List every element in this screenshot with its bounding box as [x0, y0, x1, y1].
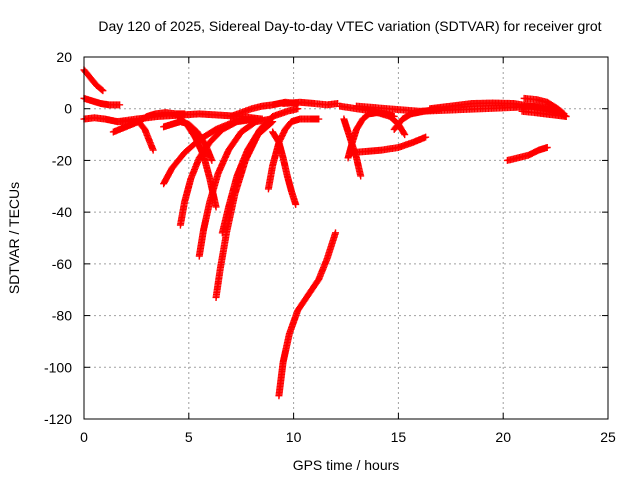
x-tick-label: 0	[80, 429, 88, 445]
x-tick-label: 20	[495, 429, 511, 445]
series-arc10	[195, 115, 275, 260]
x-axis-label: GPS time / hours	[293, 457, 400, 473]
y-tick-label: -120	[44, 411, 72, 427]
point-markers	[176, 115, 260, 229]
y-axis-label: SDTVAR / TECUs	[6, 182, 22, 294]
series-arc27	[503, 144, 551, 164]
series-arc9	[176, 115, 260, 229]
x-tick-label: 10	[286, 429, 302, 445]
plot-frame	[83, 56, 609, 420]
series-arc12	[218, 105, 302, 237]
point-markers	[346, 133, 430, 157]
y-tick-label: 20	[56, 49, 72, 65]
y-tick-label: 0	[64, 101, 72, 117]
point-markers	[279, 98, 342, 109]
point-markers	[503, 144, 551, 164]
series-arc26	[518, 107, 570, 120]
series-arc20	[346, 133, 430, 157]
series-arc15	[269, 128, 300, 208]
series-arc25	[520, 94, 568, 118]
series-arc2	[80, 94, 124, 109]
x-tick-label: 5	[185, 429, 193, 445]
point-markers	[275, 229, 340, 400]
y-tick-label: -80	[52, 308, 72, 324]
point-markers	[195, 115, 275, 260]
point-markers	[218, 105, 302, 237]
axis-ticks: 0 5 10 15 20 25 -120 -100 -80 -60 -40 -20 0 20	[44, 49, 616, 445]
x-tick-label: 25	[600, 429, 616, 445]
point-markers	[80, 94, 124, 109]
point-markers	[518, 107, 570, 120]
x-tick-label: 15	[391, 429, 407, 445]
y-tick-label: -60	[52, 256, 72, 272]
chart-title: Day 120 of 2025, Sidereal Day-to-day VTE…	[98, 18, 602, 34]
series-arc17	[279, 98, 342, 109]
point-markers	[520, 94, 568, 118]
data-points	[80, 66, 570, 400]
y-tick-label: -100	[44, 359, 72, 375]
y-tick-label: -20	[52, 152, 72, 168]
point-markers	[212, 118, 277, 301]
series-arc16	[275, 229, 340, 400]
point-markers	[269, 128, 300, 208]
series-arc24	[426, 99, 570, 120]
series-arc11	[212, 118, 277, 301]
point-markers	[426, 99, 570, 120]
y-tick-label: -40	[52, 204, 72, 220]
